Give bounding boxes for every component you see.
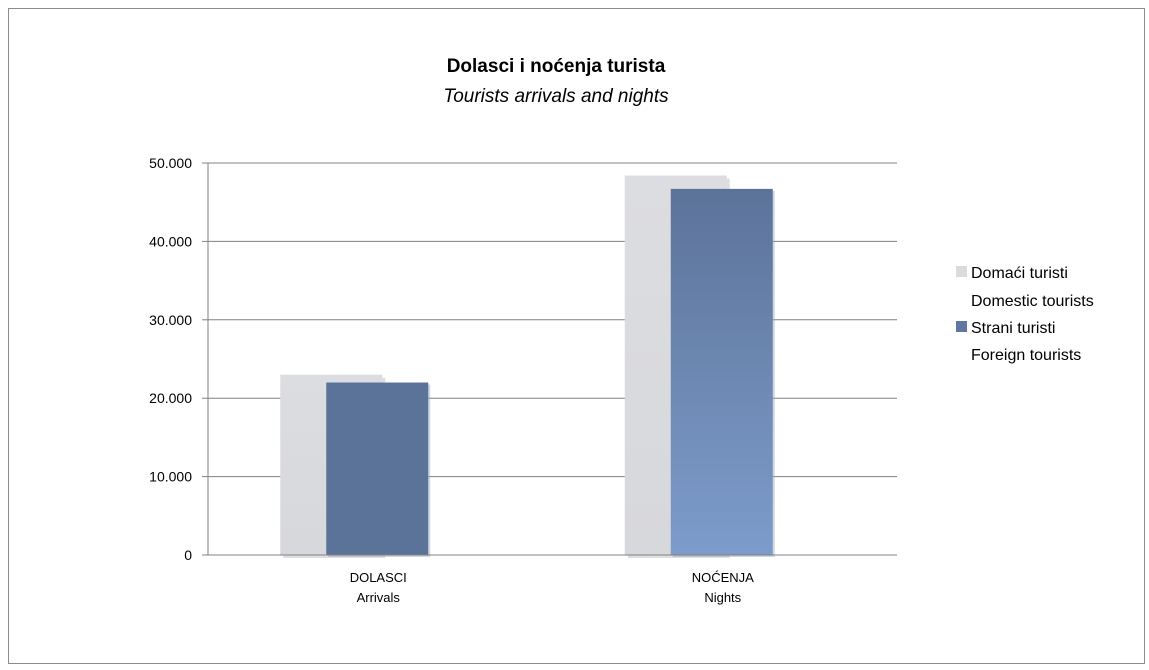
legend-label-foreign-en: Foreign tourists	[971, 347, 1081, 364]
legend-swatch-foreign	[956, 321, 967, 332]
x-category-label: NOĆENJA	[692, 570, 754, 585]
y-tick-label: 0	[184, 547, 192, 563]
legend-swatch-domestic	[956, 266, 967, 277]
y-tick-label: 50.000	[149, 155, 192, 171]
bars	[280, 175, 775, 558]
legend-label-foreign: Strani turisti	[971, 320, 1055, 337]
y-tick-label: 40.000	[149, 233, 192, 249]
x-axis: DOLASCI Arrivals NOĆENJA Nights	[208, 554, 897, 605]
chart-title: Dolasci i noćenja turista	[447, 56, 666, 77]
bar-foreign	[670, 188, 773, 555]
legend: Domaći turisti Domestic tourists Strani …	[956, 265, 1094, 364]
legend-label-domestic: Domaći turisti	[971, 265, 1068, 282]
y-tick-label: 10.000	[149, 469, 192, 485]
y-tick-label: 30.000	[149, 312, 192, 328]
bar-foreign	[326, 382, 429, 555]
y-axis-ticks: 0 10.000 20.000 30.000 40.000 50.000	[149, 155, 192, 563]
chart-subtitle: Tourists arrivals and nights	[443, 86, 669, 107]
x-category-sublabel: Nights	[704, 590, 741, 605]
x-category-label: DOLASCI	[350, 570, 407, 585]
legend-label-domestic-en: Domestic tourists	[971, 293, 1094, 310]
y-tick-label: 20.000	[149, 390, 192, 406]
x-category-sublabel: Arrivals	[357, 590, 401, 605]
